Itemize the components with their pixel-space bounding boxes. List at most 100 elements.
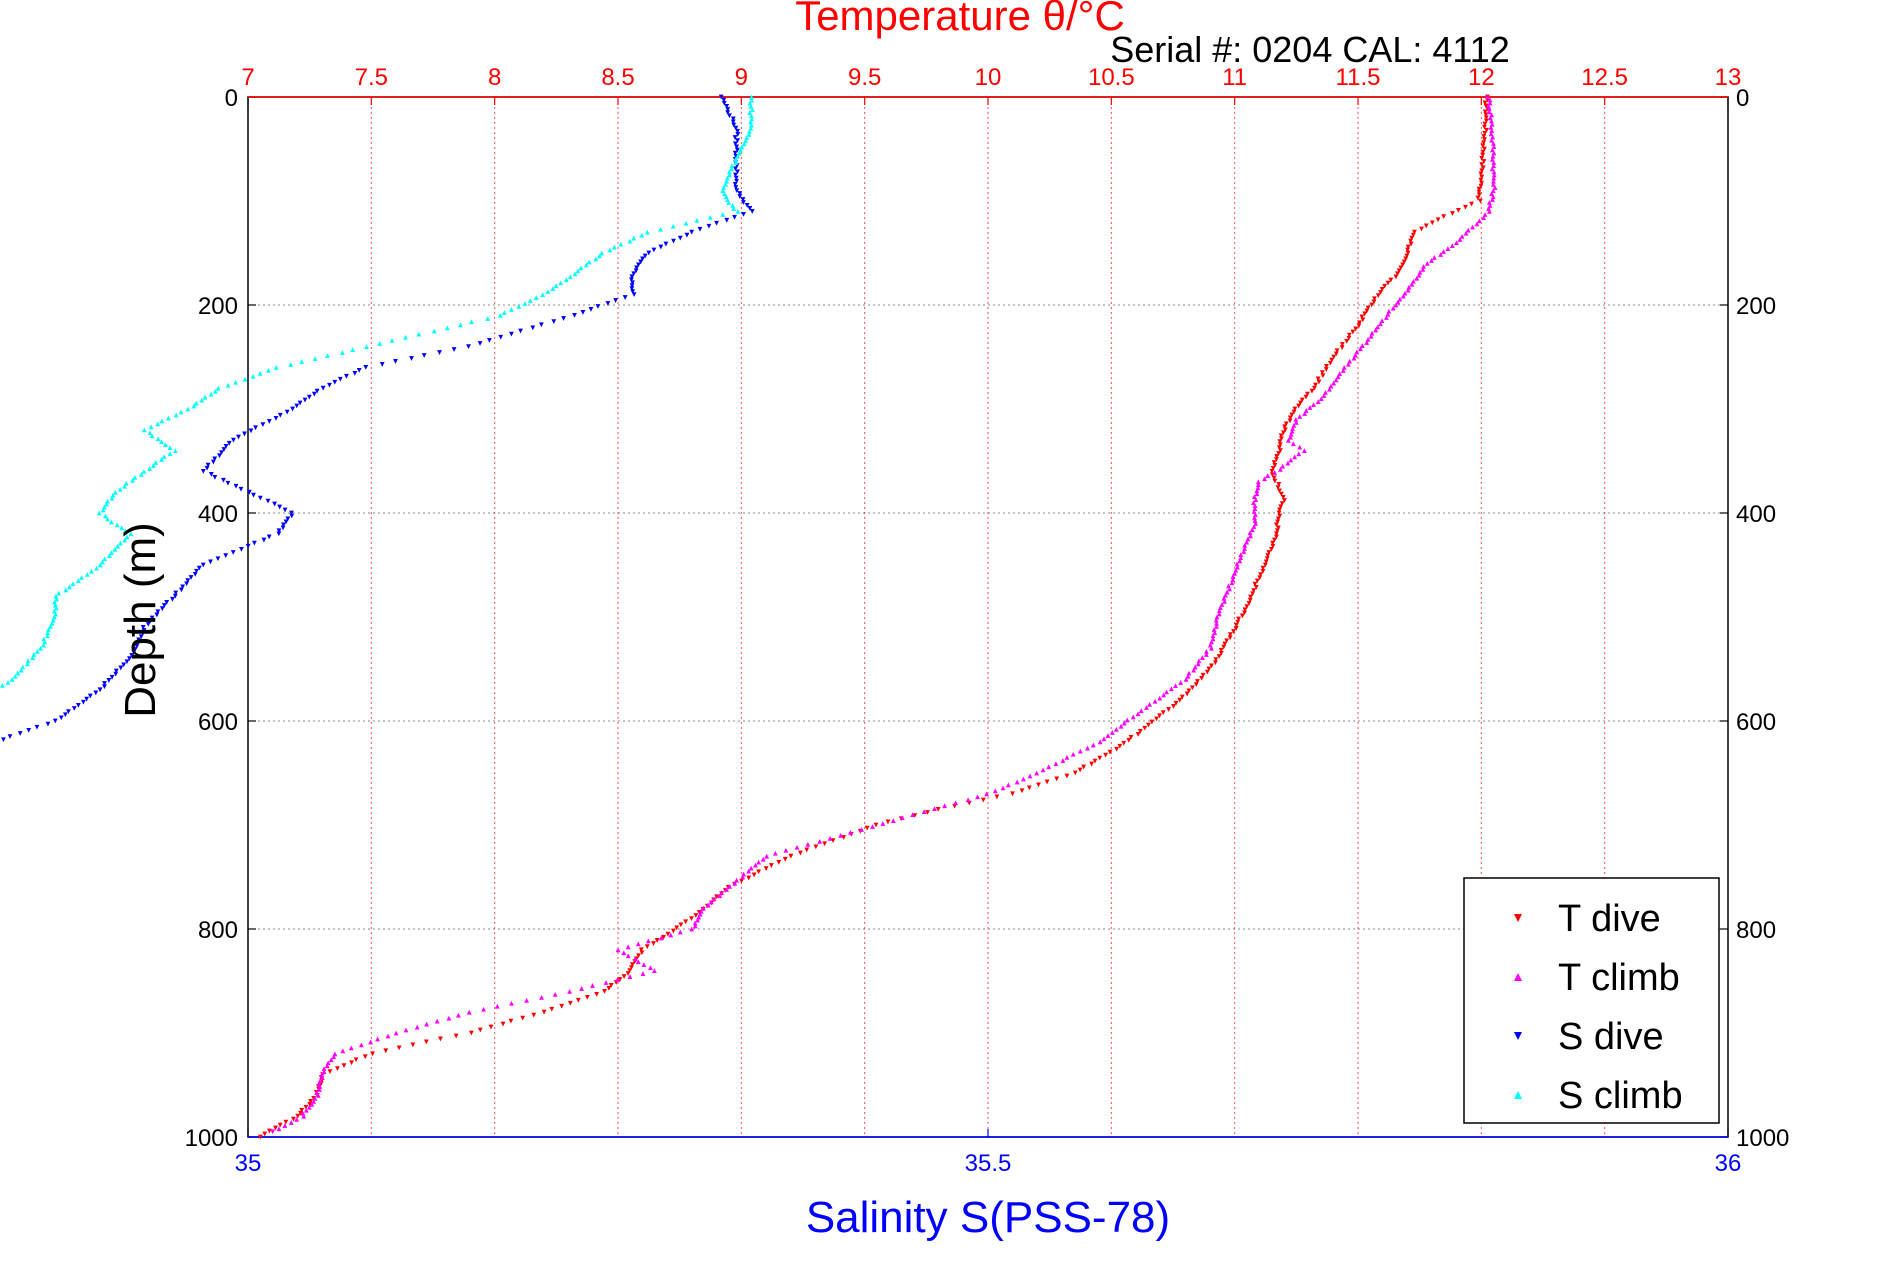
data-point xyxy=(1479,162,1485,167)
data-point xyxy=(136,637,142,643)
data-point xyxy=(630,280,635,286)
data-point xyxy=(1263,559,1269,565)
data-point xyxy=(1135,731,1141,737)
data-point xyxy=(1144,705,1149,710)
data-point xyxy=(1101,736,1107,742)
data-point xyxy=(813,844,819,850)
data-point xyxy=(1265,473,1271,478)
data-point xyxy=(52,599,57,605)
data-point xyxy=(1203,648,1209,654)
data-point xyxy=(1044,779,1050,785)
data-point xyxy=(134,640,140,646)
data-point xyxy=(1476,189,1482,195)
data-point xyxy=(277,412,283,418)
data-point xyxy=(1421,263,1426,269)
data-point xyxy=(635,959,641,965)
data-point xyxy=(729,163,735,169)
data-point xyxy=(200,469,206,474)
data-point xyxy=(695,917,700,923)
data-point xyxy=(233,379,238,385)
data-point xyxy=(295,1113,301,1119)
data-point xyxy=(750,107,755,112)
data-point xyxy=(735,169,740,175)
data-point xyxy=(1118,723,1124,729)
data-point xyxy=(112,547,118,552)
data-point xyxy=(693,913,699,918)
data-point xyxy=(315,1093,321,1098)
data-point xyxy=(1277,507,1282,513)
data-point xyxy=(880,821,886,826)
data-point xyxy=(629,277,634,283)
data-point xyxy=(84,696,90,702)
data-point xyxy=(1277,442,1283,448)
data-point xyxy=(1364,308,1370,314)
data-point xyxy=(764,853,770,859)
data-point xyxy=(1335,374,1341,380)
data-point xyxy=(1254,488,1260,494)
data-point xyxy=(109,495,115,501)
data-point xyxy=(356,367,362,373)
data-point xyxy=(633,268,639,274)
chart-title: Temperature θ/°C xyxy=(795,0,1125,39)
data-point xyxy=(665,931,671,937)
data-point xyxy=(1160,710,1166,716)
data-point xyxy=(262,1131,268,1137)
data-point xyxy=(1278,448,1283,453)
data-point xyxy=(1396,268,1402,274)
data-point xyxy=(1395,271,1400,277)
data-point xyxy=(245,543,251,549)
data-point xyxy=(1410,232,1416,238)
data-point xyxy=(1491,144,1497,149)
data-point xyxy=(1280,495,1286,500)
data-point xyxy=(1138,708,1144,713)
data-point xyxy=(1278,466,1283,472)
data-point xyxy=(1333,351,1339,357)
data-point xyxy=(502,310,507,315)
data-point xyxy=(1227,635,1233,641)
data-point xyxy=(363,365,369,370)
data-point xyxy=(1216,654,1222,659)
data-point xyxy=(147,466,153,471)
data-point xyxy=(558,280,564,286)
data-point xyxy=(1097,739,1103,745)
data-point xyxy=(1255,482,1261,488)
data-point xyxy=(1487,209,1492,214)
data-point xyxy=(1135,711,1141,717)
data-point xyxy=(1117,743,1123,749)
data-point xyxy=(277,504,283,510)
data-point xyxy=(362,1054,368,1060)
data-point xyxy=(285,516,291,522)
data-point xyxy=(1216,608,1222,614)
data-point xyxy=(984,791,990,797)
data-point xyxy=(260,422,266,427)
data-point xyxy=(1040,767,1046,773)
data-point xyxy=(389,337,395,343)
data-point xyxy=(756,869,761,875)
data-point xyxy=(257,1134,263,1140)
data-point xyxy=(684,232,690,238)
data-point xyxy=(1275,485,1281,491)
data-point xyxy=(522,301,528,306)
data-point xyxy=(578,265,584,271)
data-point xyxy=(1339,345,1345,351)
data-point xyxy=(1064,773,1070,779)
data-point xyxy=(1254,491,1260,497)
data-point xyxy=(747,206,753,211)
data-point xyxy=(1296,403,1302,409)
data-point xyxy=(1420,266,1426,272)
data-point xyxy=(1242,607,1248,613)
data-point xyxy=(1486,109,1492,115)
data-point xyxy=(721,100,727,106)
data-point xyxy=(1171,704,1176,709)
data-point xyxy=(683,220,689,226)
data-point xyxy=(341,1063,347,1069)
data-point xyxy=(730,119,736,125)
data-point xyxy=(56,590,62,596)
data-point xyxy=(393,1030,399,1036)
data-point xyxy=(1405,287,1411,293)
data-point xyxy=(1275,516,1281,522)
data-point xyxy=(1275,525,1281,531)
data-point xyxy=(692,920,698,926)
data-point xyxy=(689,229,695,235)
data-point xyxy=(1,737,6,743)
